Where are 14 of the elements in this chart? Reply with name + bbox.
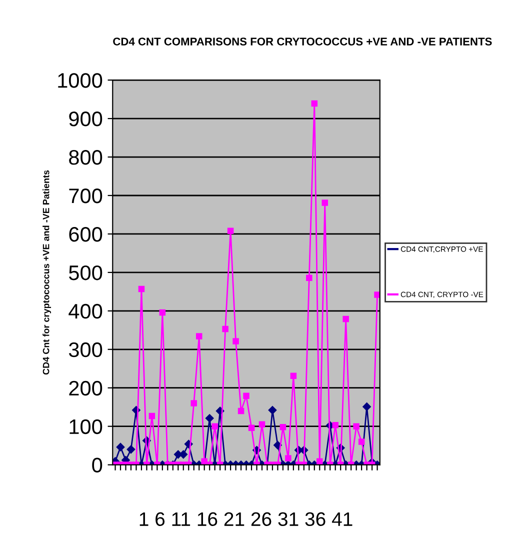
y-tick-label: 200 (69, 380, 102, 396)
chart-title: CD4 CNT COMPARISONS FOR CRYTOCOCCUS +VE AND -VE PATIENTS (113, 38, 492, 46)
y-tick-label: 300 (68, 342, 102, 358)
y-tick-label: 500 (68, 265, 102, 280)
y-tick-label: 900 (69, 112, 102, 126)
y-tick-label: 0 (92, 458, 102, 473)
y-tick-label: 700 (69, 188, 102, 204)
y-tick-label: 600 (69, 226, 102, 242)
y-tick-label: 800 (69, 150, 102, 165)
text: 1 6 11 16 21 26 31 36 41 (140, 512, 352, 526)
y-tick-label: 100 (70, 419, 102, 434)
y-tick-label: 400 (68, 304, 102, 319)
y-axis-title: CD4 Cnt for cryptococcus +VE and -VE Patients (42, 170, 52, 375)
y-tick-label: 1000 (58, 73, 102, 88)
